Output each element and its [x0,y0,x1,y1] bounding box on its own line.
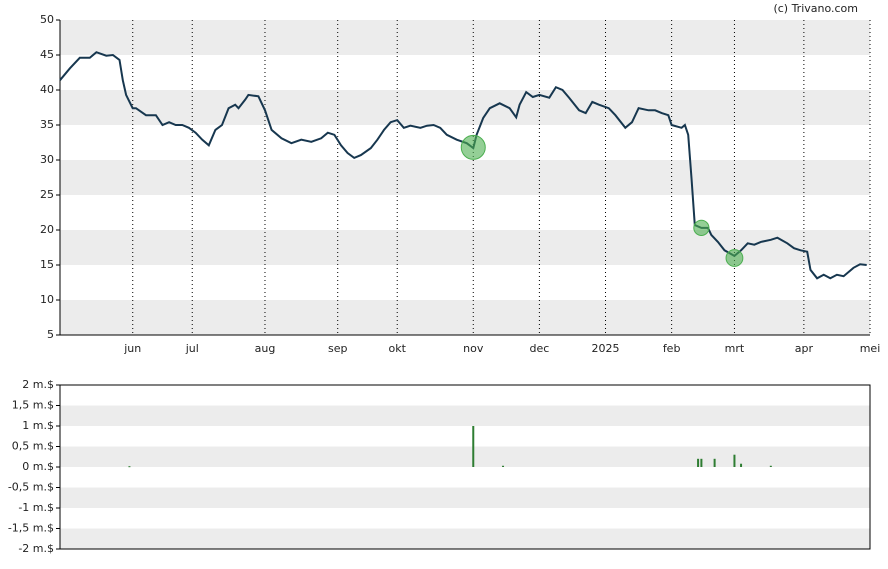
volume-bar [502,465,505,467]
y-tick-label: 50 [40,13,54,26]
credit: (c) Trivano.com [773,2,858,15]
grid-band [60,230,870,265]
x-tick-label: jun [123,342,141,355]
volume-bar [128,466,131,468]
y-tick-label: 45 [40,48,54,61]
volume-bar [733,454,736,467]
y-tick-label: 20 [40,223,54,236]
y-tick-label: 30 [40,153,54,166]
y-tick-label: -2 m.$ [18,542,54,555]
y-tick-label: -1 m.$ [18,501,54,514]
y-tick-label: 1,5 m.$ [12,399,54,412]
x-tick-label: 2025 [592,342,620,355]
y-tick-label: 2 m.$ [22,378,54,391]
volume-bar [769,465,772,467]
x-tick-label: sep [328,342,347,355]
grid-band [60,446,870,467]
x-tick-label: mrt [725,342,745,355]
x-tick-label: mei [860,342,881,355]
x-tick-label: jul [185,342,199,355]
y-tick-label: -1,5 m.$ [8,522,54,535]
grid-band [60,90,870,125]
y-tick-label: 10 [40,293,54,306]
y-tick-label: 1 m.$ [22,419,54,432]
y-tick-label: 0,5 m.$ [12,440,54,453]
event-marker [725,249,744,267]
y-tick-label: 15 [40,258,54,271]
grid-band [60,405,870,426]
event-marker [460,134,486,160]
x-tick-label: aug [255,342,276,355]
grid-band [60,160,870,195]
grid-band [60,528,870,549]
volume-bar [740,463,743,467]
y-tick-label: -0,5 m.$ [8,481,54,494]
x-tick-label: okt [389,342,407,355]
x-tick-label: dec [529,342,549,355]
grid-band [60,20,870,55]
event-marker [693,219,710,236]
y-tick-label: 0 m.$ [22,460,54,473]
grid-band [60,487,870,508]
grid-band [60,300,870,335]
y-tick-label: 25 [40,188,54,201]
volume-bar [697,458,700,467]
volume-bar [700,458,703,467]
y-tick-label: 5 [47,328,54,341]
y-tick-label: 35 [40,118,54,131]
x-tick-label: apr [795,342,814,355]
volume-bar [472,426,475,467]
volume-bar [713,458,716,467]
x-tick-label: feb [663,342,681,355]
frame [59,384,871,550]
x-tick-label: nov [463,342,484,355]
y-tick-label: 40 [40,83,54,96]
